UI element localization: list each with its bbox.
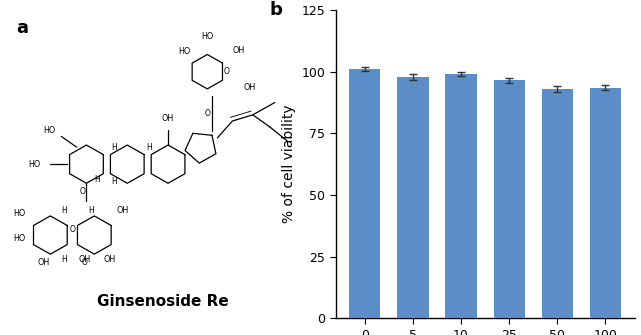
Text: H: H — [88, 206, 94, 215]
Bar — [349, 69, 381, 318]
Text: H: H — [146, 143, 152, 152]
Text: H: H — [62, 206, 67, 215]
Text: H: H — [111, 143, 117, 152]
Text: HO: HO — [201, 32, 213, 41]
Text: O: O — [82, 258, 88, 267]
Text: OH: OH — [116, 206, 129, 215]
Text: OH: OH — [244, 83, 256, 91]
Text: O: O — [223, 67, 229, 76]
Text: H: H — [62, 255, 67, 264]
Text: O: O — [69, 225, 75, 234]
Text: OH: OH — [38, 258, 50, 267]
Bar — [445, 74, 477, 318]
Text: OH: OH — [233, 46, 245, 55]
Text: HO: HO — [13, 209, 25, 218]
Text: OH: OH — [79, 255, 91, 264]
Bar — [542, 89, 573, 318]
Text: OH: OH — [162, 115, 174, 124]
Text: HO: HO — [178, 47, 190, 56]
Bar — [590, 88, 621, 318]
Text: HO: HO — [13, 233, 25, 243]
Text: H: H — [95, 175, 101, 184]
Text: HO: HO — [29, 160, 41, 169]
Text: HO: HO — [43, 126, 55, 135]
Text: Ginsenoside Re: Ginsenoside Re — [97, 294, 229, 309]
Text: a: a — [16, 19, 28, 37]
Text: OH: OH — [104, 255, 116, 264]
Y-axis label: % of cell viability: % of cell viability — [282, 105, 296, 223]
Text: O: O — [205, 109, 211, 118]
Text: H: H — [111, 177, 117, 186]
Text: O: O — [79, 187, 85, 196]
Bar — [494, 80, 525, 318]
Text: b: b — [270, 1, 283, 19]
Bar — [397, 77, 429, 318]
